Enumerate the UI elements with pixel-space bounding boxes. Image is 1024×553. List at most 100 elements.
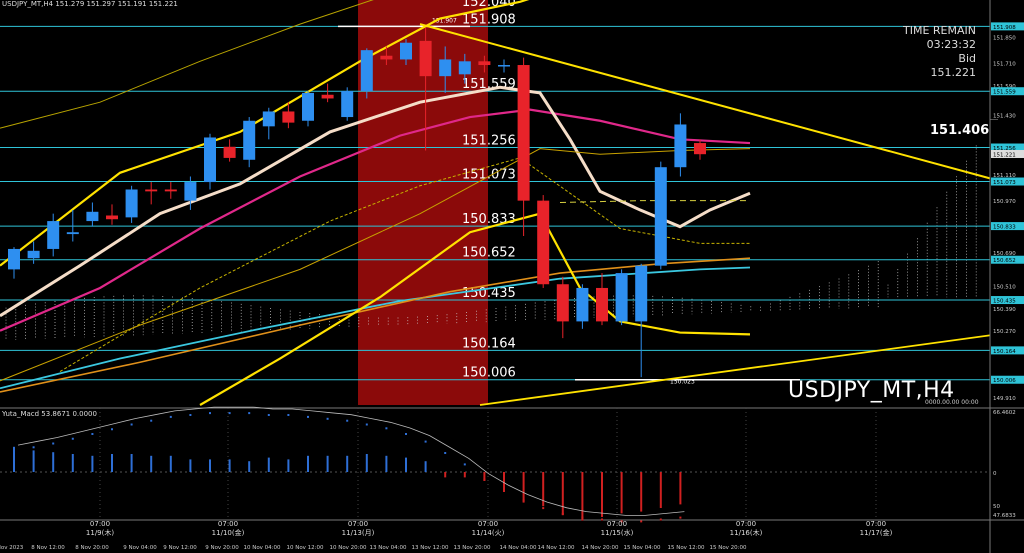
x-tick-bottom: 8 Nov 20:00	[75, 545, 109, 551]
macd-signal-dot	[679, 516, 682, 519]
price-tick-label: 150.510	[993, 285, 1016, 291]
macd-signal-dot	[424, 440, 427, 443]
price-tick-label: 149.910	[993, 396, 1016, 402]
price-tick-label: 150.652	[993, 258, 1016, 264]
candle-body	[498, 65, 510, 67]
level-label: 150.164	[462, 336, 516, 351]
symbol-watermark: USDJPY_MT,H4	[788, 378, 955, 403]
x-tick-date: 11/17(金)	[860, 528, 893, 537]
candle-body	[419, 40, 432, 77]
subwindow-note: 0000.00.00 00:00	[925, 399, 979, 406]
x-tick-bottom: 14 Nov 20:00	[581, 545, 619, 551]
price-tick-label: 151.590	[993, 84, 1016, 90]
level-label: 150.006	[462, 366, 516, 381]
price-axis-bg	[990, 0, 1024, 405]
candle-body	[106, 215, 118, 220]
level-label-partial: 152.040	[462, 0, 516, 10]
level-label: 151.256	[462, 134, 516, 149]
macd-signal-dot	[365, 423, 368, 426]
macd-signal-dot	[640, 520, 643, 523]
x-tick-time: 07:00	[607, 520, 627, 528]
x-tick-time: 07:00	[866, 520, 886, 528]
macd-signal-dot	[581, 516, 584, 519]
price-tag-bg	[991, 375, 1024, 384]
x-tick-time: 07:00	[90, 520, 110, 528]
price-tick-label: 150.690	[993, 251, 1016, 257]
candle-body	[86, 211, 99, 222]
candle-body	[8, 248, 20, 270]
macd-signal-dot	[385, 427, 388, 430]
x-tick-bottom: 14 Nov 12:00	[537, 545, 575, 551]
x-tick-date: 11/15(水)	[601, 528, 634, 537]
macd-signal-dot	[209, 412, 211, 415]
macd-signal-dot	[228, 412, 231, 415]
macd-signal-dot	[52, 442, 55, 445]
candle-body	[694, 143, 706, 155]
level-label: 150.652	[462, 246, 516, 261]
low-marker-label: 150.023	[670, 379, 695, 386]
candle-body	[635, 265, 648, 322]
candle-body	[125, 189, 138, 218]
macd-signal-dot	[620, 520, 623, 523]
candle-body	[164, 189, 177, 192]
macd-signal-dot	[483, 478, 486, 481]
macd-signal-dot	[91, 433, 94, 435]
time-remain-label: TIME REMAIN	[903, 24, 976, 37]
price-tag-bg	[991, 22, 1024, 31]
x-tick-date: 11/9(木)	[86, 528, 114, 537]
price-tick-label: 151.710	[993, 62, 1016, 68]
candle-body	[302, 92, 314, 121]
price-tick-label: 151.110	[993, 173, 1016, 179]
x-tick-bottom: 13 Nov 04:00	[369, 545, 407, 551]
candle-body	[654, 167, 667, 266]
macd-signal-dot	[111, 428, 113, 431]
price-tick-label: 150.270	[993, 329, 1016, 335]
macd-signal-dot	[444, 452, 447, 454]
price-tag-bg	[991, 150, 1024, 159]
price-tag-bg	[991, 87, 1024, 96]
macd-signal-dot	[542, 507, 545, 510]
macd-signal-dot	[189, 414, 192, 416]
ma-cyan	[0, 266, 751, 390]
macd-axis-label: 47.6833	[993, 513, 1016, 519]
candle-body	[341, 91, 354, 118]
x-tick-date: 11/14(火)	[472, 529, 505, 537]
x-tick-bottom: 14 Nov 04:00	[499, 545, 537, 551]
candle-body	[243, 120, 256, 160]
candle-body	[674, 124, 687, 168]
macd-signal-dot	[326, 417, 329, 420]
macd-axis-label: 50	[993, 504, 1000, 510]
macd-label: Yuta_Macd 53.8671 0.0000	[2, 410, 97, 418]
current-price: 151.406	[930, 123, 990, 138]
kijun-dash	[559, 200, 750, 203]
macd-signal-dot	[248, 412, 251, 415]
price-tick-label: 151.256	[993, 146, 1016, 152]
price-tag-bg	[991, 296, 1024, 305]
x-tick-date: 11/13(月)	[342, 529, 375, 537]
ma-dashed	[59, 157, 750, 372]
macd-axis-label: 66.4602	[993, 410, 1016, 416]
macd-signal-dot	[601, 518, 603, 521]
candle-body	[596, 287, 608, 322]
macd-signal-dot	[130, 423, 133, 426]
macd-signal-dot	[561, 512, 564, 515]
macd-axis-label: 0	[993, 471, 997, 477]
macd-main-line	[17, 406, 685, 516]
x-tick-bottom: 15 Nov 20:00	[709, 545, 747, 551]
time-remain-value: 03:23:32	[926, 38, 976, 51]
trendline-down	[419, 23, 991, 180]
x-tick-time: 07:00	[218, 520, 238, 528]
x-tick-bottom: Nov 2023	[0, 545, 24, 551]
macd-signal-dot	[346, 419, 349, 422]
bid-value: 151.221	[930, 66, 977, 79]
candle-body	[400, 42, 412, 60]
candle-body	[27, 250, 40, 259]
candle-body	[204, 137, 216, 183]
x-tick-bottom: 9 Nov 20:00	[205, 545, 239, 551]
x-tick-bottom: 10 Nov 04:00	[243, 545, 281, 551]
candle-body	[615, 273, 628, 322]
trendline-up	[479, 329, 1024, 406]
x-tick-bottom: 15 Nov 04:00	[623, 545, 661, 551]
candle-body	[66, 232, 79, 235]
